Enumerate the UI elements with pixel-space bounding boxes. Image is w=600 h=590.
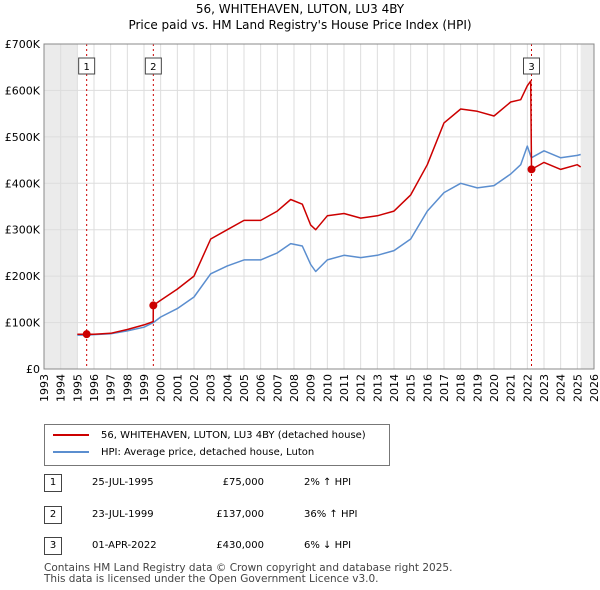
transaction-price: £430,000 bbox=[216, 540, 264, 551]
x-tick-label: 2011 bbox=[338, 374, 351, 402]
x-tick-label: 2021 bbox=[505, 374, 518, 402]
x-tick-label: 2008 bbox=[288, 374, 301, 402]
x-tick-label: 1996 bbox=[88, 374, 101, 402]
transaction-badge: 1 bbox=[44, 474, 62, 492]
x-tick-label: 2024 bbox=[555, 374, 568, 402]
marker-badge bbox=[78, 57, 96, 75]
transaction-hpi: 6% ↓ HPI bbox=[304, 540, 352, 551]
chart-subtitle: Price paid vs. HM Land Registry's House … bbox=[128, 18, 472, 32]
y-tick-label: £500K bbox=[5, 131, 41, 144]
x-tick-label: 2004 bbox=[221, 374, 234, 402]
transaction-price: £137,000 bbox=[216, 509, 264, 520]
y-tick-label: £600K bbox=[5, 84, 41, 97]
x-tick-label: 2025 bbox=[571, 374, 584, 402]
x-tick-label: 1999 bbox=[138, 374, 151, 402]
transaction-date: 01-APR-2022 bbox=[92, 540, 157, 551]
x-tick-label: 2014 bbox=[388, 374, 401, 402]
x-tick-label: 2001 bbox=[171, 374, 184, 402]
transaction-hpi: 36% ↑ HPI bbox=[304, 509, 358, 520]
transaction-badge: 2 bbox=[44, 506, 62, 524]
transaction-row: 1 25-JUL-1995 £75,000 2% ↑ HPI bbox=[44, 474, 464, 492]
x-tick-label: 1998 bbox=[121, 374, 134, 402]
legend-item-property: 56, WHITEHAVEN, LUTON, LU3 4BY (detached… bbox=[53, 429, 366, 443]
x-tick-label: 2006 bbox=[255, 374, 268, 402]
x-tick-label: 1997 bbox=[105, 374, 118, 402]
footer-copyright: Contains HM Land Registry data © Crown c… bbox=[44, 562, 453, 574]
marker-badge bbox=[523, 57, 540, 75]
x-tick-label: 2020 bbox=[488, 374, 501, 402]
marker-badge-label: 3 bbox=[528, 62, 534, 73]
x-tick-label: 2010 bbox=[321, 374, 334, 402]
chart-title: 56, WHITEHAVEN, LUTON, LU3 4BY bbox=[195, 2, 405, 16]
x-tick-label: 2023 bbox=[538, 374, 551, 402]
legend-label-hpi: HPI: Average price, detached house, Luto… bbox=[101, 447, 315, 458]
transaction-row: 3 01-APR-2022 £430,000 6% ↓ HPI bbox=[44, 537, 464, 555]
x-tick-label: 2007 bbox=[271, 374, 284, 402]
x-tick-label: 2019 bbox=[471, 374, 484, 402]
plot-area bbox=[44, 44, 594, 369]
transaction-row: 2 23-JUL-1999 £137,000 36% ↑ HPI bbox=[44, 506, 464, 524]
sale-point bbox=[527, 165, 536, 174]
x-tick-label: 2022 bbox=[521, 374, 534, 402]
legend-swatch-red bbox=[53, 434, 89, 436]
hatch-region-right bbox=[580, 44, 594, 369]
x-tick-label: 2003 bbox=[205, 374, 218, 402]
x-tick-label: 2013 bbox=[371, 374, 384, 402]
y-tick-label: £100K bbox=[5, 317, 41, 330]
plot-border bbox=[43, 43, 595, 370]
x-tick-label: 2012 bbox=[355, 374, 368, 402]
price-chart: 1993 1994 1995 1996 1997 1998 1999 2000 2001 2002… bbox=[5, 38, 600, 402]
y-tick-label: £0 bbox=[26, 363, 40, 376]
series-line-hpi bbox=[77, 145, 581, 336]
x-tick-label: 1993 bbox=[38, 374, 51, 402]
legend-item-hpi: HPI: Average price, detached house, Luto… bbox=[53, 446, 314, 460]
transaction-date: 23-JUL-1999 bbox=[92, 509, 154, 520]
x-tick-label: 1994 bbox=[55, 374, 68, 402]
marker-badge-label: 2 bbox=[150, 62, 156, 73]
transaction-badge: 3 bbox=[44, 537, 62, 555]
x-tick-label: 1995 bbox=[71, 374, 84, 402]
x-tick-label: 2005 bbox=[238, 374, 251, 402]
x-tick-label: 2026 bbox=[588, 374, 600, 402]
transaction-price: £75,000 bbox=[222, 477, 264, 488]
y-tick-label: £700K bbox=[5, 38, 41, 51]
y-tick-label: £400K bbox=[5, 177, 41, 190]
x-tick-label: 2017 bbox=[438, 374, 451, 402]
sale-point bbox=[149, 301, 158, 310]
y-tick-label: £300K bbox=[5, 224, 41, 237]
x-tick-label: 2016 bbox=[421, 374, 434, 402]
transaction-hpi: 2% ↑ HPI bbox=[304, 477, 352, 488]
marker-badge-label: 1 bbox=[83, 62, 89, 73]
x-tick-label: 2002 bbox=[188, 374, 201, 402]
legend-swatch-blue bbox=[53, 451, 89, 453]
transaction-date: 25-JUL-1995 bbox=[92, 477, 154, 488]
x-tick-label: 2009 bbox=[305, 374, 318, 402]
x-tick-label: 2018 bbox=[455, 374, 468, 402]
footer-licence: This data is licensed under the Open Gov… bbox=[44, 573, 379, 585]
sale-point bbox=[82, 330, 91, 339]
y-tick-label: £200K bbox=[5, 270, 41, 283]
legend: 56, WHITEHAVEN, LUTON, LU3 4BY (detached… bbox=[44, 424, 390, 466]
x-tick-label: 2000 bbox=[155, 374, 168, 402]
x-tick-label: 2015 bbox=[405, 374, 418, 402]
series-line-property bbox=[77, 80, 582, 335]
marker-badge bbox=[144, 57, 162, 75]
legend-label-property: 56, WHITEHAVEN, LUTON, LU3 4BY (detached… bbox=[101, 430, 366, 441]
